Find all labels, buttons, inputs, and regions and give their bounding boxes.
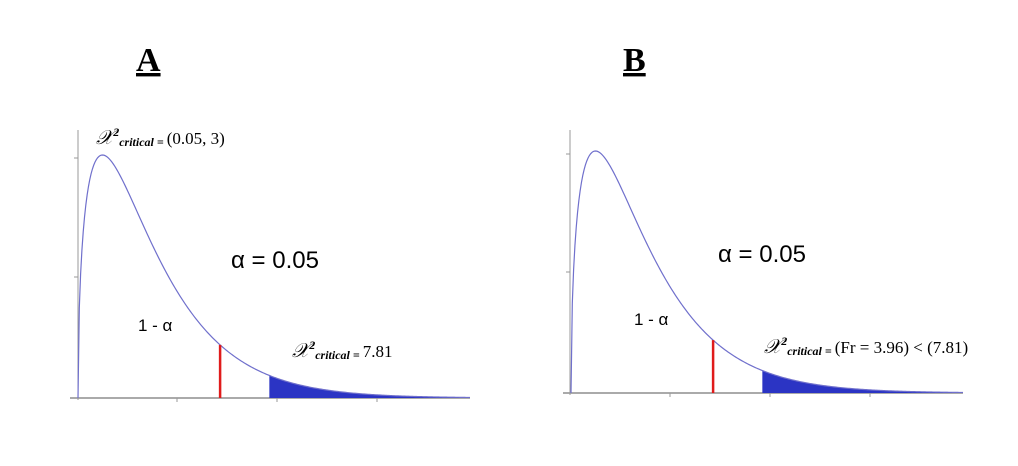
chi-subscript: critical = xyxy=(315,348,360,362)
panel-b-one-minus-alpha: 1 - α xyxy=(634,310,669,329)
panel-b-tail-label: 𝒳2critical = (Fr = 3.96) < (7.81) xyxy=(764,334,968,358)
chi-superscript: 2 xyxy=(308,338,315,352)
panel-a-shaded-tail xyxy=(269,375,470,398)
panel-a-top-value: (0.05, 3) xyxy=(167,129,225,148)
panel-b-density-curve xyxy=(570,150,964,394)
panel-b-tail-value: (Fr = 3.96) < (7.81) xyxy=(835,338,968,357)
panel-b: B α = 0.05 1 - α 𝒳2critical = (Fr = 3.96)… xyxy=(563,42,968,397)
panel-a: A 𝒳2critical = (0.05, 3) α = 0.05 1 - α 𝒳… xyxy=(70,42,471,402)
panel-a-tail-label: 𝒳2critical = 7.81 xyxy=(292,338,392,362)
panel-a-tail-value: 7.81 xyxy=(363,342,393,361)
panel-b-shaded-tail xyxy=(762,370,963,393)
panel-a-density-curve xyxy=(77,154,471,399)
chi-subscript: critical = xyxy=(787,344,832,358)
panel-a-title: A xyxy=(136,42,161,79)
chi-superscript: 2 xyxy=(780,334,787,348)
panel-b-alpha-label: α = 0.05 xyxy=(718,241,806,268)
chi-superscript: 2 xyxy=(112,125,119,139)
panel-a-one-minus-alpha: 1 - α xyxy=(138,316,173,335)
chi-subscript: critical = xyxy=(119,135,164,149)
panel-a-top-label: 𝒳2critical = (0.05, 3) xyxy=(96,125,225,149)
panel-a-alpha-label: α = 0.05 xyxy=(231,247,319,274)
panel-b-title: B xyxy=(623,42,646,79)
